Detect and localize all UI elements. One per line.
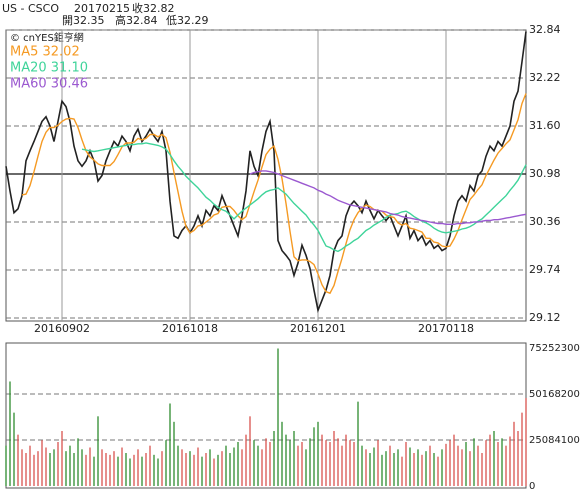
- y-tick-label: 75252300: [529, 343, 580, 354]
- series-line: [5, 31, 527, 314]
- x-tick-label: 20161018: [162, 322, 218, 335]
- y-tick-label: 29.74: [529, 263, 561, 276]
- x-tick-label: 20170118: [418, 322, 474, 335]
- legend-entry: MA60 30.46: [10, 77, 88, 92]
- low: 低32.29: [166, 14, 209, 27]
- y-tick-label: 30.98: [529, 167, 561, 180]
- y-tick-label: 29.12: [529, 311, 561, 324]
- date: 20170215: [74, 2, 130, 15]
- open: 開32.35: [62, 14, 105, 27]
- y-tick-label: 32.84: [529, 23, 561, 36]
- series-line: [249, 170, 527, 225]
- x-tick-label: 20160902: [34, 322, 90, 335]
- close: 收32.82: [132, 1, 175, 15]
- high: 高32.84: [115, 13, 158, 27]
- y-tick-label: 25084100: [529, 435, 580, 446]
- y-tick-label: 50168200: [529, 389, 580, 400]
- series-line: [81, 142, 527, 253]
- source: © cnYES鉅亨網: [10, 31, 84, 44]
- legend-entry: MA5 32.02: [10, 45, 80, 60]
- y-tick-label: 0: [529, 481, 535, 492]
- y-tick-label: 30.36: [529, 215, 561, 228]
- y-tick-label: 32.22: [529, 71, 561, 84]
- series-line: [21, 93, 527, 295]
- symbol: US - CSCO: [2, 2, 59, 15]
- legend-entry: MA20 31.10: [10, 61, 88, 76]
- y-tick-label: 31.60: [529, 119, 561, 132]
- x-tick-label: 20161201: [290, 322, 346, 335]
